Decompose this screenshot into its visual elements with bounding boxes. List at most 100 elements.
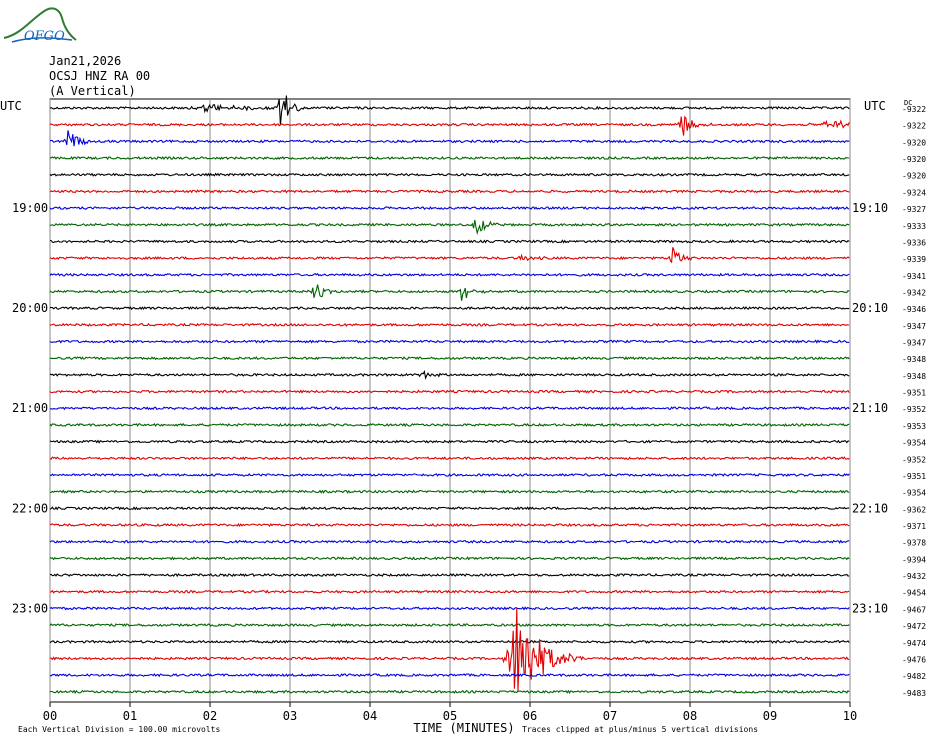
dc-offset-label: -9354 <box>902 439 926 448</box>
dc-offset-label: -9432 <box>902 572 926 581</box>
trace-row-28 <box>49 572 850 578</box>
trace-row-1 <box>49 115 850 136</box>
hour-label-left: 23:00 <box>12 601 48 615</box>
component-label: (A Vertical) <box>49 84 136 98</box>
dc-offset-label: -9454 <box>902 589 926 598</box>
trace-row-23 <box>49 489 850 494</box>
dc-offset-label: -9378 <box>902 539 926 548</box>
trace-row-24 <box>49 506 850 511</box>
hour-label-left: 19:00 <box>12 201 48 215</box>
x-tick-label: 00 <box>43 709 57 723</box>
dc-offset-label: -9483 <box>902 689 926 698</box>
trace-row-6 <box>49 205 850 211</box>
hour-label-left: 21:00 <box>12 401 48 415</box>
utc-left-label: UTC <box>0 99 22 113</box>
dc-offset-label: -9352 <box>902 455 926 464</box>
dc-offset-label: -9347 <box>902 322 926 331</box>
dc-offset-label: -9354 <box>902 489 926 498</box>
x-tick-label: 06 <box>523 709 537 723</box>
x-tick-label: 03 <box>283 709 297 723</box>
x-tick-label: 04 <box>363 709 377 723</box>
dc-offset-label: -9341 <box>902 272 926 281</box>
footer-scale-note: Each Vertical Division = 100.00 microvol… <box>18 725 220 734</box>
dc-label: DC <box>904 99 912 107</box>
dc-offset-label: -9336 <box>902 238 926 247</box>
dc-offset-label: -9371 <box>902 522 926 531</box>
hour-label-left: 20:00 <box>12 301 48 315</box>
trace-row-21 <box>49 456 850 461</box>
trace-row-29 <box>49 589 850 594</box>
x-tick-label: 05 <box>443 709 457 723</box>
trace-row-27 <box>49 556 850 561</box>
dc-offset-label: -9467 <box>902 605 926 614</box>
trace-row-13 <box>49 322 850 327</box>
trace-row-30 <box>49 606 850 611</box>
dc-offset-label: -9342 <box>902 288 926 297</box>
trace-row-25 <box>49 522 850 528</box>
x-tick-label: 10 <box>843 709 857 723</box>
dc-offset-label: -9324 <box>902 188 926 197</box>
trace-row-15 <box>49 356 850 361</box>
dc-offset-label: -9347 <box>902 339 926 348</box>
logo-text: OFGO <box>24 29 65 44</box>
trace-row-35 <box>49 689 850 695</box>
trace-row-26 <box>49 539 850 544</box>
x-tick-label: 09 <box>763 709 777 723</box>
dc-offset-label: -9353 <box>902 422 926 431</box>
dc-offset-label: -9333 <box>902 222 926 231</box>
ofgo-logo: OFGO <box>2 4 82 48</box>
dc-offset-label: -9362 <box>902 505 926 514</box>
dc-offset-label: -9339 <box>902 255 926 264</box>
trace-row-20 <box>49 439 850 444</box>
logo-swoosh-icon <box>3 7 77 41</box>
trace-row-31 <box>49 623 850 628</box>
trace-row-22 <box>49 472 850 477</box>
x-tick-label: 02 <box>203 709 217 723</box>
dc-offset-label: -9320 <box>902 155 926 164</box>
hour-label-right: 23:10 <box>852 601 888 615</box>
trace-row-33 <box>49 607 850 692</box>
record-date: Jan21,2026 <box>49 54 122 68</box>
footer-clip-note: Traces clipped at plus/minus 5 vertical … <box>522 725 758 734</box>
trace-row-4 <box>49 172 850 177</box>
hour-label-right: 19:10 <box>852 201 888 215</box>
trace-row-18 <box>49 406 850 411</box>
hour-label-right: 22:10 <box>852 501 888 515</box>
hour-label-left: 22:00 <box>12 501 48 515</box>
x-tick-label: 08 <box>683 709 697 723</box>
dc-offset-label: -9352 <box>902 405 926 414</box>
dc-offset-label: -9327 <box>902 205 926 214</box>
dc-offset-label: -9348 <box>902 355 926 364</box>
dc-offset-label: -9346 <box>902 305 926 314</box>
trace-row-0 <box>49 95 850 126</box>
dc-offset-label: -9351 <box>902 389 926 398</box>
dc-offset-label: -9482 <box>902 672 926 681</box>
dc-offset-label: -9322 <box>902 105 926 114</box>
trace-row-19 <box>49 422 850 428</box>
trace-row-10 <box>49 272 850 277</box>
dc-offset-label: -9351 <box>902 472 926 481</box>
hour-label-right: 20:10 <box>852 301 888 315</box>
trace-row-9 <box>49 247 850 264</box>
utc-right-label: UTC <box>864 99 886 113</box>
station-code: OCSJ HNZ RA 00 <box>49 69 151 83</box>
dc-offset-label: -9476 <box>902 655 926 664</box>
trace-row-11 <box>49 284 850 301</box>
dc-offset-label: -9348 <box>902 372 926 381</box>
x-axis-title: TIME (MINUTES) <box>413 721 514 735</box>
dc-offset-label: -9322 <box>902 122 926 131</box>
trace-row-8 <box>49 239 850 244</box>
trace-row-17 <box>49 389 850 394</box>
dc-offset-label: -9472 <box>902 622 926 631</box>
x-tick-label: 07 <box>603 709 617 723</box>
trace-row-3 <box>49 155 850 161</box>
trace-row-14 <box>49 339 850 344</box>
x-tick-label: 01 <box>123 709 137 723</box>
dc-offset-label: -9474 <box>902 639 926 648</box>
dc-offset-label: -9394 <box>902 555 926 564</box>
trace-row-2 <box>49 130 850 147</box>
trace-row-16 <box>49 369 850 380</box>
dc-offset-label: -9320 <box>902 138 926 147</box>
trace-row-32 <box>49 639 850 644</box>
